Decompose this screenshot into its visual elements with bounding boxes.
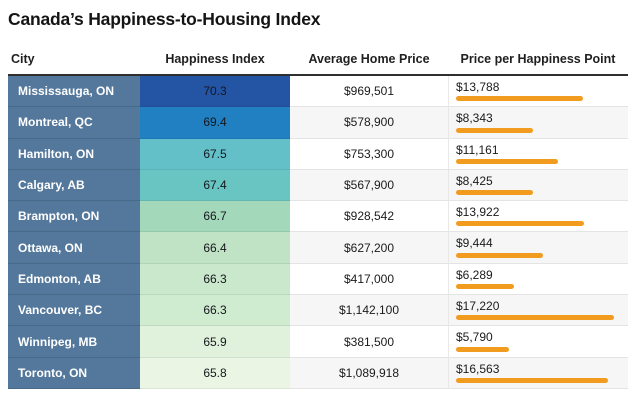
table-row: Ottawa, ON 66.4 $627,200 $9,444: [8, 232, 628, 264]
price-bar: [456, 96, 583, 102]
happiness-index-cell: 67.4: [140, 169, 290, 202]
table-row: Brampton, ON 66.7 $928,542 $13,922: [8, 201, 628, 233]
price-per-point-value: $13,788: [456, 80, 500, 94]
city-cell: Winnipeg, MB: [8, 326, 140, 358]
happiness-index-cell: 69.4: [140, 107, 290, 139]
price-per-happiness-point-cell: $8,343: [448, 107, 628, 139]
price-per-happiness-point-cell: $13,788: [448, 76, 628, 108]
header-cell-happiness-index: Happiness Index: [165, 52, 265, 66]
price-bar: [456, 346, 509, 352]
average-home-price-cell: $928,542: [290, 201, 448, 233]
table-row: Montreal, QC 69.4 $578,900 $8,343: [8, 107, 628, 139]
city-cell: Toronto, ON: [8, 357, 140, 389]
price-per-point-value: $8,343: [456, 111, 493, 126]
table-body: Mississauga, ON 70.3 $969,501 $13,788 Mo…: [8, 76, 628, 389]
happiness-index-cell: 70.3: [140, 76, 290, 108]
average-home-price-cell: $969,501: [290, 76, 448, 108]
happiness-index-cell: 67.5: [140, 138, 290, 170]
city-cell: Hamilton, ON: [8, 138, 140, 170]
price-per-happiness-point-cell: $9,444: [448, 232, 628, 264]
price-per-point-value: $9,444: [456, 236, 493, 251]
price-per-happiness-point-cell: $17,220: [448, 295, 628, 327]
average-home-price-cell: $381,500: [290, 326, 448, 358]
happiness-housing-table: City Happiness Index Average Home Price …: [8, 44, 628, 389]
average-home-price-cell: $567,900: [290, 169, 448, 202]
table-row: Mississauga, ON 70.3 $969,501 $13,788: [8, 76, 628, 108]
price-per-point-value: $11,161: [456, 142, 499, 157]
average-home-price-cell: $417,000: [290, 263, 448, 296]
table-row: Vancouver, BC 66.3 $1,142,100 $17,220: [8, 295, 628, 327]
happiness-index-cell: 65.9: [140, 326, 290, 358]
table-row: Calgary, AB 67.4 $567,900 $8,425: [8, 169, 628, 202]
city-cell: Calgary, AB: [8, 169, 140, 202]
price-bar: [456, 221, 584, 227]
average-home-price-cell: $627,200: [290, 232, 448, 264]
table-row: Edmonton, AB 66.3 $417,000 $6,289: [8, 263, 628, 296]
price-per-point-value: $16,563: [456, 361, 500, 376]
price-per-point-value: $5,790: [456, 330, 493, 345]
price-bar: [456, 315, 614, 321]
table-row: Winnipeg, MB 65.9 $381,500 $5,790: [8, 326, 628, 358]
header-cell-price-per-happiness-point: Price per Happiness Point: [460, 52, 616, 66]
price-bar: [456, 284, 514, 290]
city-cell: Mississauga, ON: [8, 76, 140, 108]
average-home-price-cell: $1,089,918: [290, 357, 448, 389]
table-row: Hamilton, ON 67.5 $753,300 $11,161: [8, 138, 628, 170]
price-per-happiness-point-cell: $11,161: [448, 138, 628, 170]
happiness-index-cell: 66.3: [140, 263, 290, 296]
average-home-price-cell: $753,300: [290, 138, 448, 170]
header-cell-city: City: [11, 52, 35, 66]
price-per-happiness-point-cell: $8,425: [448, 169, 628, 202]
price-bar: [456, 252, 543, 258]
city-cell: Edmonton, AB: [8, 263, 140, 296]
price-per-happiness-point-cell: $5,790: [448, 326, 628, 358]
table-row: Toronto, ON 65.8 $1,089,918 $16,563: [8, 357, 628, 389]
price-per-point-value: $17,220: [456, 299, 500, 314]
price-bar: [456, 377, 608, 383]
price-per-point-value: $13,922: [456, 205, 500, 220]
happiness-index-cell: 66.3: [140, 295, 290, 327]
price-per-happiness-point-cell: $6,289: [448, 263, 628, 296]
city-cell: Ottawa, ON: [8, 232, 140, 264]
city-cell: Vancouver, BC: [8, 295, 140, 327]
average-home-price-cell: $1,142,100: [290, 295, 448, 327]
happiness-index-cell: 66.4: [140, 232, 290, 264]
price-per-point-value: $8,425: [456, 173, 493, 188]
average-home-price-cell: $578,900: [290, 107, 448, 139]
happiness-index-cell: 66.7: [140, 201, 290, 233]
price-bar: [456, 190, 533, 196]
price-per-happiness-point-cell: $16,563: [448, 357, 628, 389]
header-cell-average-home-price: Average Home Price: [308, 52, 430, 66]
price-per-happiness-point-cell: $13,922: [448, 201, 628, 233]
city-cell: Brampton, ON: [8, 201, 140, 233]
city-cell: Montreal, QC: [8, 107, 140, 139]
price-bar: [456, 158, 558, 164]
happiness-index-cell: 65.8: [140, 357, 290, 389]
price-per-point-value: $6,289: [456, 267, 493, 282]
page-title: Canada’s Happiness-to-Housing Index: [8, 9, 321, 29]
price-bar: [456, 127, 533, 133]
table-header: City Happiness Index Average Home Price …: [8, 44, 628, 76]
